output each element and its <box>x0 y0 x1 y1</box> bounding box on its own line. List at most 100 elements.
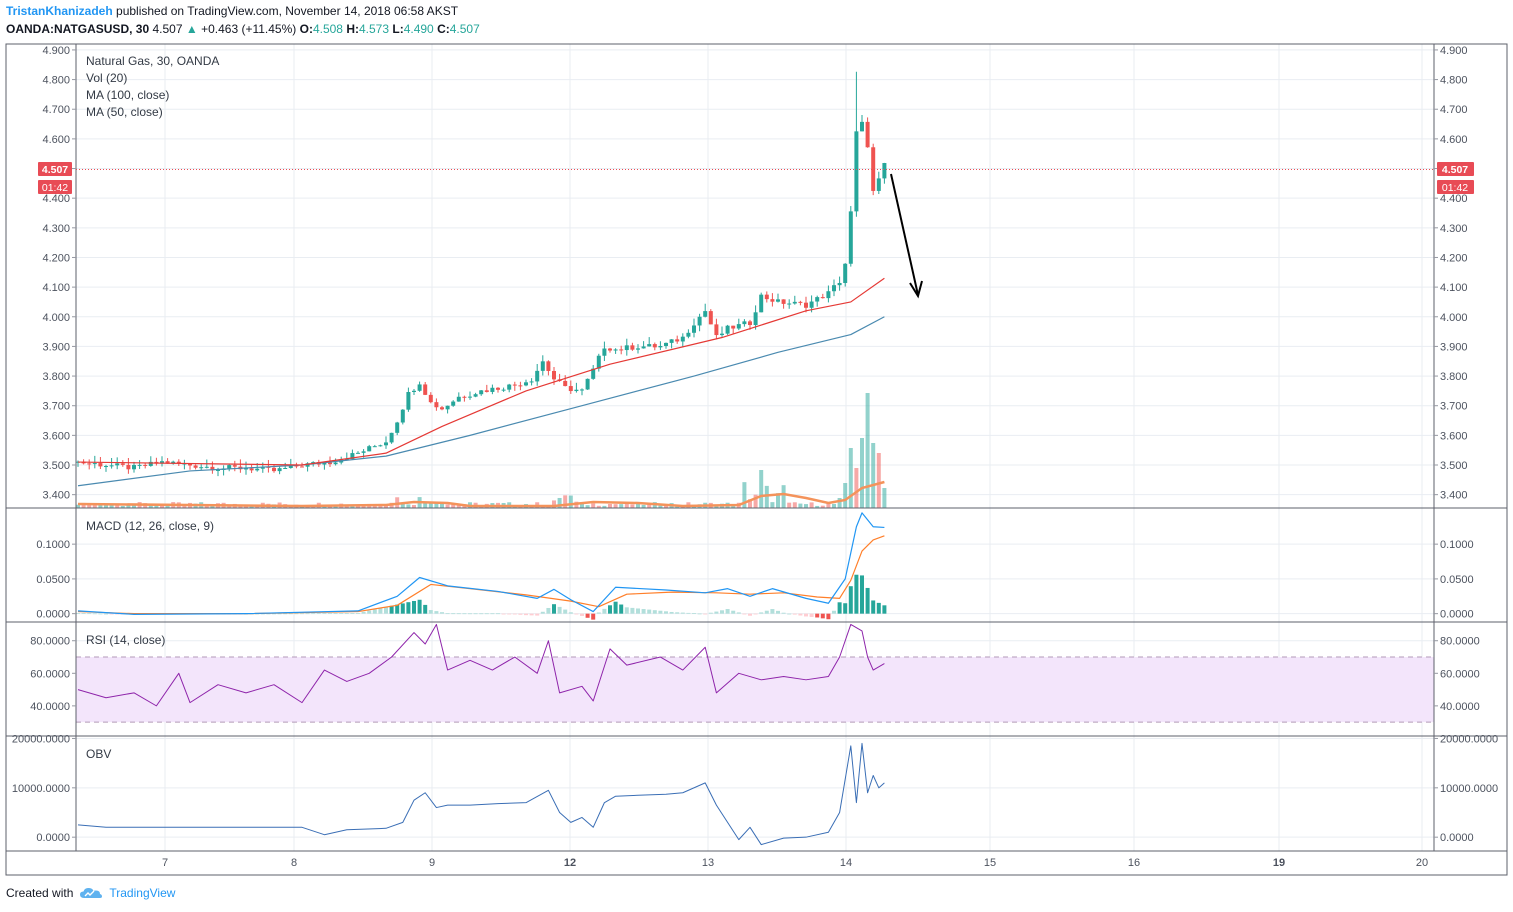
candle-body <box>109 465 114 467</box>
macd-hist-bar <box>311 613 316 615</box>
macd-hist-bar <box>272 613 276 615</box>
candle-body <box>552 370 556 380</box>
candle-body <box>412 390 416 393</box>
rsi-band-fill <box>76 657 1434 723</box>
macd-hist-bar <box>624 607 629 614</box>
legend-ma100: MA (100, close) <box>86 88 169 102</box>
volume-bar <box>804 504 808 508</box>
created-with-text: Created with <box>6 886 74 900</box>
volume-bar <box>109 504 114 508</box>
candle-body <box>361 451 366 453</box>
macd-hist-bar <box>395 604 400 614</box>
macd-hist-bar <box>328 613 332 614</box>
macd-hist-bar <box>585 613 590 618</box>
left-y-tick-label: 0.1000 <box>36 539 70 551</box>
macd-hist-bar <box>496 613 500 615</box>
candle-body <box>490 387 495 392</box>
macd-hist-bar <box>557 606 562 614</box>
right-y-tick-label: 20000.0000 <box>1440 733 1498 745</box>
candle-body <box>669 339 674 343</box>
volume-bar <box>126 505 131 508</box>
macd-hist-bar <box>697 613 702 615</box>
macd-hist-bar <box>787 613 792 615</box>
macd-hist-bar <box>350 612 355 614</box>
ma100-line <box>77 316 885 487</box>
macd-hist-bar <box>540 611 545 614</box>
candle-body <box>826 291 831 299</box>
macd-hist-bar <box>602 608 607 614</box>
volume-bar <box>210 505 215 508</box>
macd-hist-bar <box>389 605 394 614</box>
candle-body <box>882 163 887 179</box>
macd-hist-bar <box>680 612 685 614</box>
candle-body <box>479 390 484 395</box>
down-arrow-annotation[interactable] <box>890 173 923 299</box>
macd-hist-bar <box>591 613 596 620</box>
right-y-tick-label: 4.900 <box>1440 45 1468 57</box>
candle-body <box>535 370 540 382</box>
macd-histogram-layer <box>76 574 887 620</box>
macd-hist-bar <box>361 611 366 614</box>
candle-body <box>137 464 142 466</box>
author-link[interactable]: TristanKhanizadeh <box>6 4 113 18</box>
macd-hist-bar <box>686 612 691 614</box>
candle-body <box>714 324 719 336</box>
x-tick-label: 16 <box>1128 857 1140 869</box>
macd-hist-bar <box>837 602 842 614</box>
macd-hist-bar <box>804 613 808 617</box>
macd-hist-bar <box>669 611 674 614</box>
volume-bar <box>860 438 864 508</box>
candle-body <box>165 461 170 464</box>
volume-bar <box>104 505 108 508</box>
macd-hist-bar <box>848 586 853 614</box>
volume-bar <box>238 505 243 508</box>
macd-hist-bar <box>725 609 730 614</box>
candle-body <box>328 462 332 465</box>
candle-body <box>440 407 444 410</box>
candle-body <box>546 361 551 371</box>
volume-bar <box>792 502 797 508</box>
candle-body <box>120 463 125 465</box>
candle-body <box>473 394 478 397</box>
candle-body <box>115 463 120 466</box>
volume-bar <box>608 504 612 508</box>
left-y-tick-label: 4.100 <box>42 282 70 294</box>
symbol-quote-line: OANDA:NATGASUSD, 30 4.507 ▲ +0.463 (+11.… <box>6 22 480 36</box>
volume-bar <box>434 501 439 508</box>
outer-frame <box>5 43 1508 876</box>
candle-body <box>703 311 708 317</box>
right-y-tick-label: 4.200 <box>1440 252 1468 264</box>
candle-body <box>759 294 764 313</box>
candle-body <box>518 385 523 387</box>
volume-bar <box>871 443 876 508</box>
macd-hist-bar <box>283 613 288 615</box>
macd-hist-bar <box>753 613 758 615</box>
candle-body <box>451 401 456 406</box>
volume-bar <box>815 505 820 508</box>
tradingview-brand[interactable]: TradingView <box>109 886 176 900</box>
macd-hist-bar <box>832 610 836 614</box>
macd-hist-bar <box>630 607 635 614</box>
legend-ma50: MA (50, close) <box>86 105 163 119</box>
left-y-tick-label: 0.0500 <box>36 574 70 586</box>
volume-bar <box>781 485 786 508</box>
last-price: 4.507 <box>152 22 183 36</box>
left-y-tick-label: 3.400 <box>42 490 70 502</box>
macd-hist-bar <box>451 613 456 615</box>
candle-body <box>384 442 388 446</box>
right-y-tick-label: 3.500 <box>1440 460 1468 472</box>
candle-body <box>876 178 881 191</box>
macd-hist-bar <box>378 608 383 614</box>
candle-body <box>501 389 506 391</box>
candle-body <box>675 339 680 342</box>
tradingview-logo[interactable]: TradingView <box>79 886 175 900</box>
candle-body <box>848 211 853 264</box>
candle-body <box>372 446 377 448</box>
right-y-tick-label: 80.0000 <box>1440 636 1480 648</box>
pane-frames <box>5 43 1508 876</box>
volume-bar <box>798 503 803 508</box>
candle-body <box>540 361 545 371</box>
candle-body <box>764 294 769 300</box>
macd-hist-bar <box>322 613 327 614</box>
